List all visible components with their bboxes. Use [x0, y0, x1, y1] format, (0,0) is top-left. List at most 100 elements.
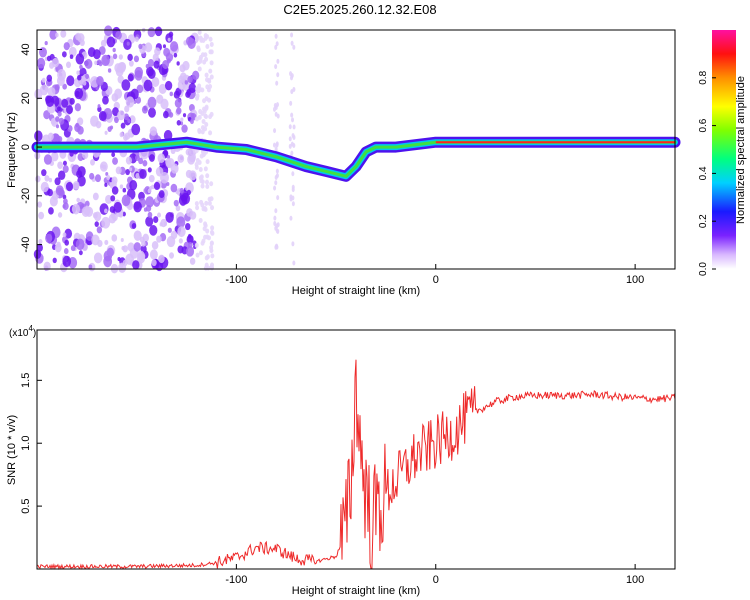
noise-blob [69, 97, 75, 105]
noise-blob [178, 238, 183, 244]
noise-blob [292, 260, 296, 266]
noise-blob [44, 86, 49, 92]
noise-blob [158, 254, 165, 264]
noise-blob [52, 257, 57, 264]
noise-blob [94, 221, 99, 227]
noise-blob [147, 68, 156, 80]
noise-blob [75, 122, 80, 128]
noise-blob [158, 190, 165, 198]
noise-blob [119, 132, 124, 138]
noise-blob [192, 70, 200, 80]
noise-blob [147, 58, 155, 67]
noise-blob [197, 66, 202, 72]
noise-blob [198, 56, 203, 62]
noise-blob [84, 58, 93, 69]
noise-blob [170, 230, 178, 240]
snr-multiplier: (x104) [9, 324, 36, 339]
noise-blob [200, 240, 205, 246]
noise-blob [200, 52, 205, 58]
noise-blob [153, 216, 159, 223]
noise-blob [274, 180, 278, 186]
noise-blob [147, 27, 156, 38]
noise-blob [204, 255, 209, 261]
noise-blob [289, 100, 293, 106]
noise-blob [118, 54, 123, 60]
noise-blob [288, 124, 292, 130]
noise-blob [290, 75, 294, 81]
noise-blob [132, 260, 140, 270]
snr-multiplier-exponent: 4 [28, 324, 33, 333]
noise-blob [276, 72, 280, 78]
noise-blob [170, 41, 179, 52]
noise-blob [111, 152, 116, 158]
noise-blob [40, 181, 49, 193]
noise-blob [197, 114, 202, 120]
noise-blob [46, 74, 53, 82]
noise-blob [104, 130, 108, 135]
noise-blob [133, 242, 141, 252]
noise-blob [203, 221, 208, 227]
noise-blob [45, 233, 53, 243]
noise-blob [160, 98, 169, 110]
noise-blob [208, 36, 213, 42]
noise-blob [113, 201, 123, 213]
noise-blob [292, 124, 296, 130]
noise-blob [53, 136, 58, 142]
noise-blob [121, 246, 125, 251]
noise-blob [107, 126, 112, 132]
snr-panel: -100 0 100 0.5 1.0 1.5 (x104) Height of stra… [6, 324, 676, 597]
noise-blob [102, 164, 107, 170]
noise-blob [62, 165, 69, 173]
noise-blob [92, 212, 98, 219]
noise-blob [130, 88, 139, 100]
noise-blob [57, 106, 61, 112]
noise-blob [157, 212, 161, 218]
noise-blob [106, 174, 111, 181]
noise-blob [291, 133, 295, 139]
noise-blob [205, 173, 210, 179]
noise-blob [162, 60, 169, 69]
noise-blob [189, 119, 194, 125]
noise-blob [99, 203, 109, 215]
spectrogram-x-axis: -100 0 100 [225, 264, 644, 286]
noise-blob [154, 47, 161, 56]
noise-blob [194, 201, 199, 207]
noise-blob [195, 252, 200, 258]
snr-x-tick-label: -100 [225, 574, 247, 586]
noise-blob [154, 26, 163, 37]
noise-blob [163, 110, 169, 119]
noise-blob [167, 157, 175, 168]
noise-blob [138, 43, 143, 50]
noise-blob [179, 64, 186, 73]
noise-blob [57, 161, 64, 170]
snr-y-tick-label: 1.5 [20, 373, 32, 388]
noise-blob [122, 259, 128, 266]
noise-blob [66, 75, 75, 87]
noise-blob [201, 118, 206, 124]
noise-blob [68, 46, 77, 57]
noise-blob [125, 96, 135, 108]
noise-blob [58, 117, 65, 125]
noise-blob [127, 53, 133, 61]
noise-blob [207, 200, 212, 206]
noise-blob [188, 170, 197, 181]
noise-blob [194, 164, 199, 170]
noise-blob [111, 186, 119, 195]
noise-blob [105, 171, 109, 176]
noise-blob [134, 36, 139, 42]
noise-blob [165, 80, 173, 91]
spectrogram-y-tick-label: 20 [20, 92, 32, 104]
noise-blob [206, 235, 211, 241]
noise-blob [41, 169, 47, 177]
noise-blob [151, 259, 157, 267]
noise-blob [276, 113, 280, 119]
noise-blob [208, 49, 213, 55]
snr-x-label: Height of straight line (km) [292, 585, 420, 597]
noise-blob [44, 175, 50, 182]
noise-blob [135, 172, 140, 179]
noise-blob [96, 226, 103, 234]
noise-blob [117, 110, 125, 121]
noise-blob [82, 151, 89, 160]
noise-blob [209, 41, 214, 47]
noise-blob [195, 93, 200, 99]
